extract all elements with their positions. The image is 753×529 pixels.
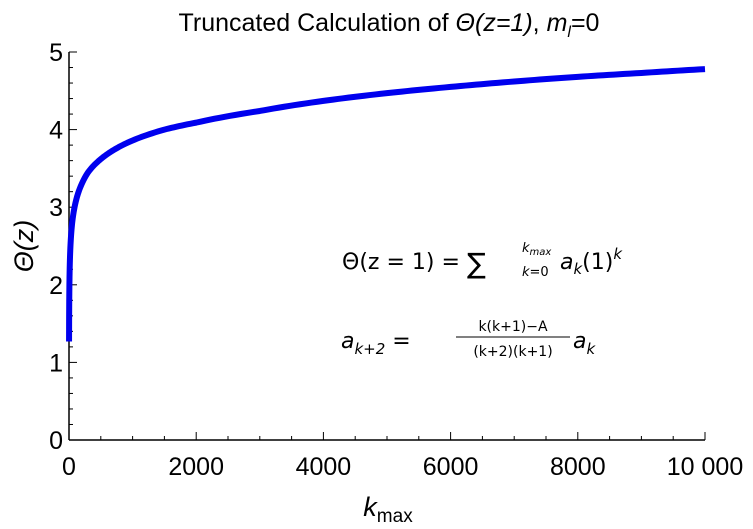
recurrence-denominator: (k+2)(k+1): [473, 344, 552, 360]
y-tick-label: 0: [49, 427, 63, 455]
y-tick-label: 1: [49, 349, 63, 377]
y-tick-label: 3: [49, 194, 63, 222]
y-ticks: 0 1 2 3 4 5: [49, 39, 77, 455]
series-line: [66, 66, 706, 342]
svg-text:kmax: kmax: [522, 241, 551, 258]
y-tick-label: 2: [49, 272, 63, 300]
sum-lhs: Θ(z = 1) =: [342, 250, 467, 275]
sum-sigma: ∑: [467, 247, 486, 280]
x-tick-label: 4000: [296, 453, 352, 481]
y-tick-label: 4: [49, 117, 63, 145]
svg-text:ak+2 =: ak+2 =: [341, 329, 411, 358]
x-tick-label: 10 000: [667, 453, 743, 481]
svg-text:ak(1)k: ak(1)k: [560, 245, 623, 278]
x-tick-label: 6000: [423, 453, 479, 481]
svg-text:k=0: k=0: [522, 265, 549, 280]
svg-text:Θ(z = 1) = ∑: Θ(z = 1) = ∑: [342, 247, 486, 280]
x-axis-label: kmax: [363, 492, 413, 527]
recurrence-numerator: k(k+1)−A: [478, 319, 548, 335]
x-tick-label: 8000: [550, 453, 606, 481]
sum-formula: Θ(z = 1) = ∑ kmax k=0 ak(1)k: [342, 241, 623, 280]
x-tick-label: 0: [62, 453, 76, 481]
y-axis-label: Θ(z): [9, 220, 39, 272]
y-tick-label: 5: [49, 39, 63, 67]
chart-title: Truncated Calculation of Θ(z=1), ml=0: [179, 9, 600, 41]
recurrence-formula: ak+2 = k(k+1)−A (k+2)(k+1) ak: [341, 319, 596, 360]
svg-text:ak: ak: [573, 329, 596, 358]
x-ticks: 0 2000 4000 6000 8000 10 000: [62, 432, 743, 481]
x-tick-label: 2000: [168, 453, 224, 481]
